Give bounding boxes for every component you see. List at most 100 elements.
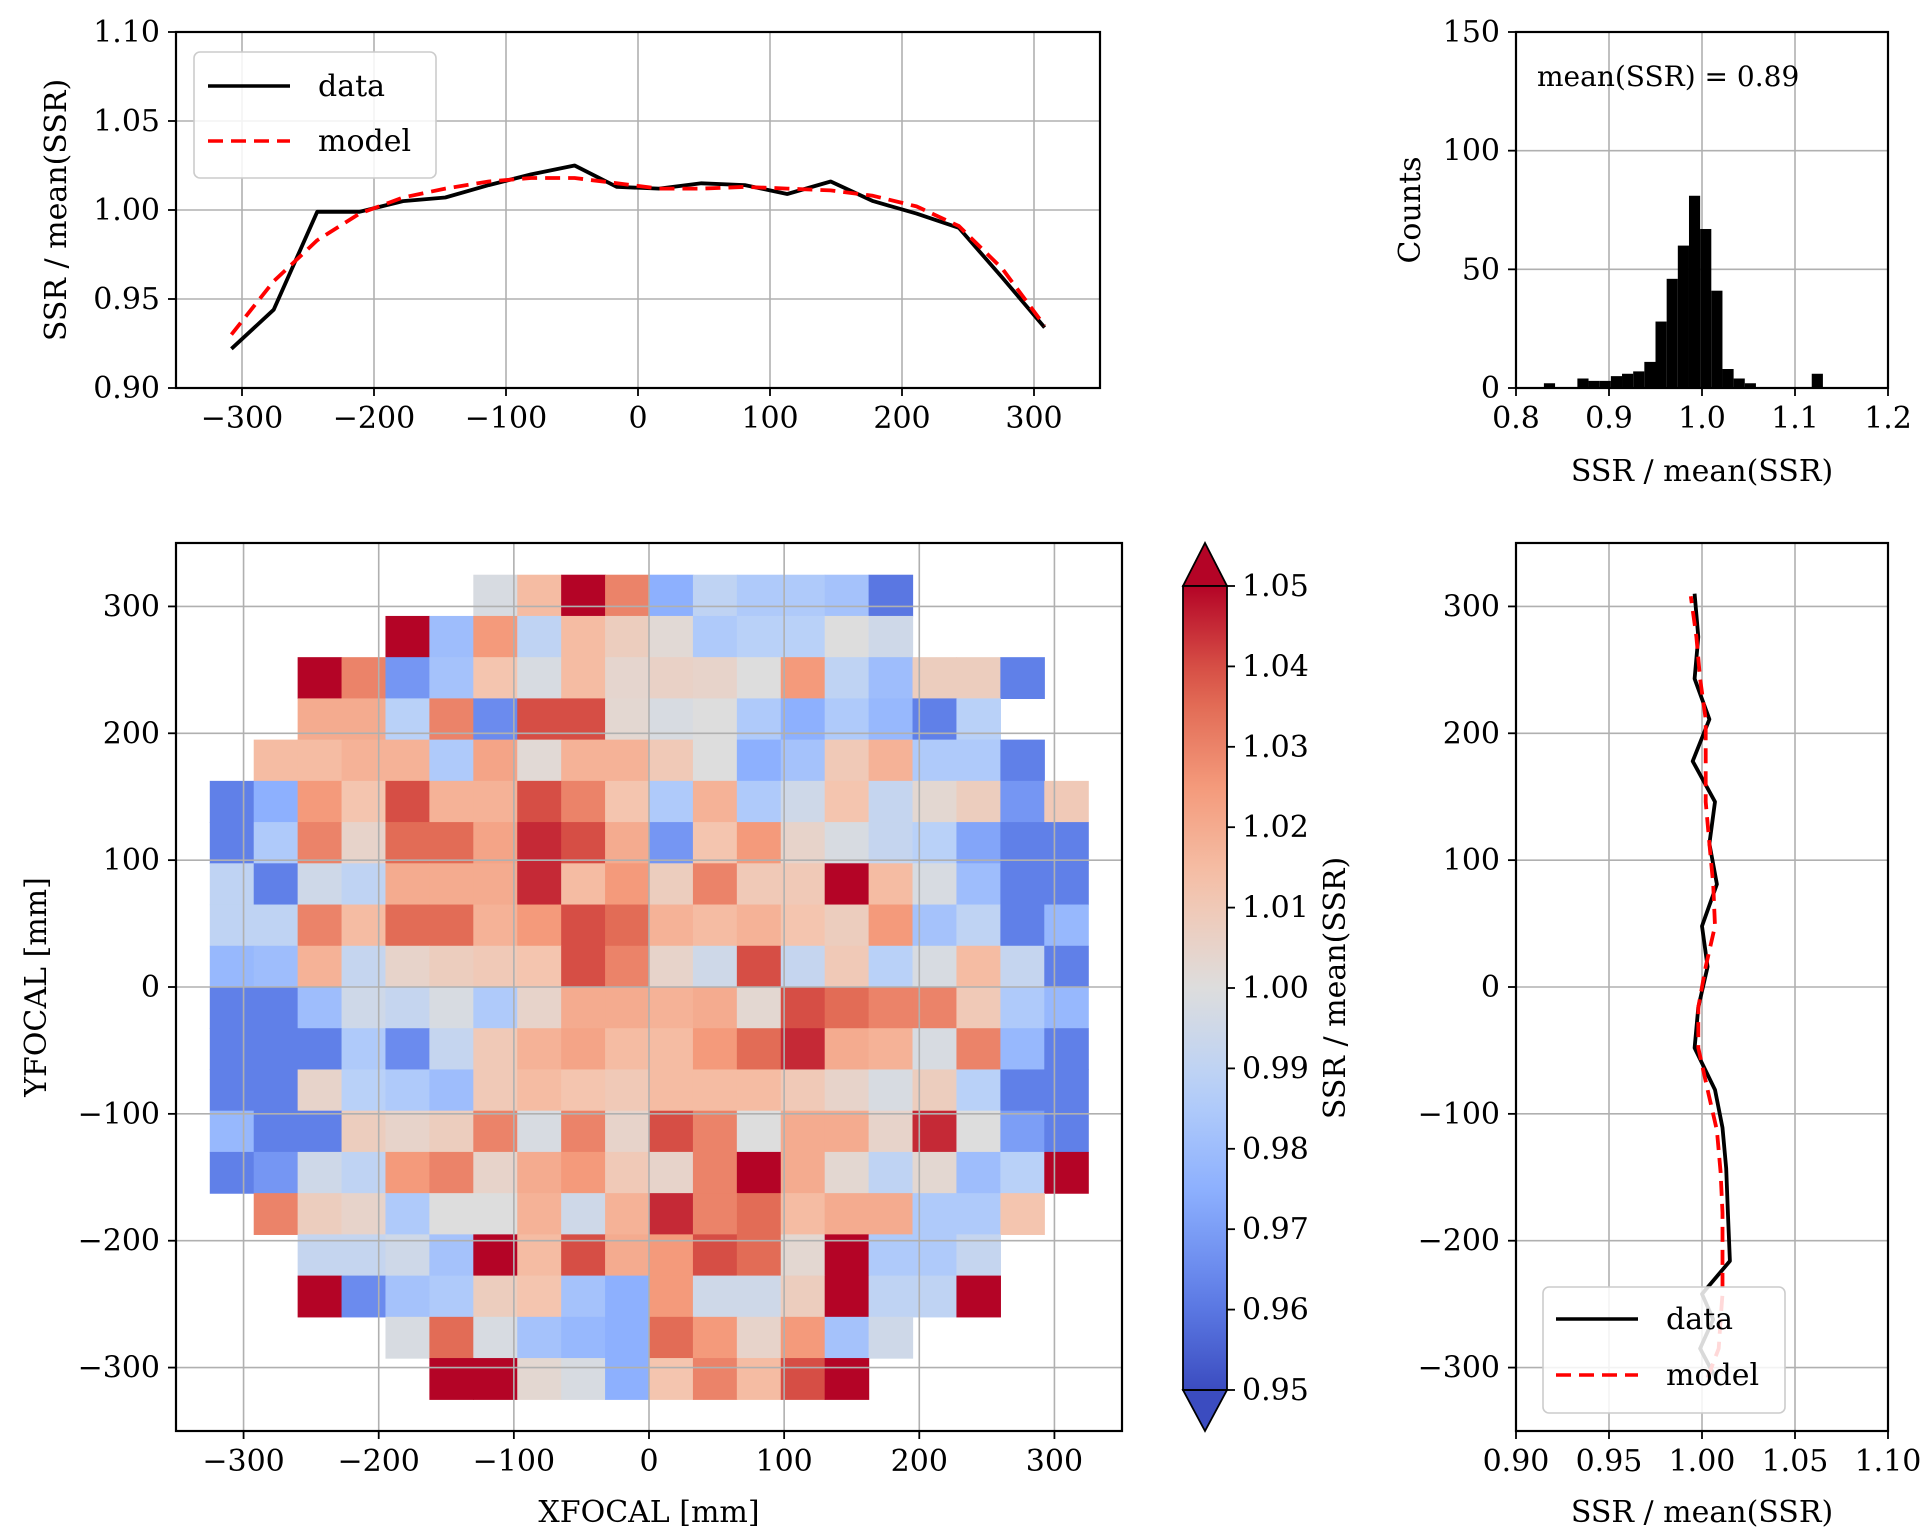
heatmap-cell <box>824 945 870 988</box>
heatmap-cell <box>824 739 870 782</box>
heatmap-cell <box>605 822 650 864</box>
heatmap-cell <box>517 657 562 699</box>
heatmap-cell <box>605 1275 650 1318</box>
heatmap-cell <box>868 1069 914 1112</box>
heatmap-cell <box>824 1316 870 1359</box>
heatmap-cell <box>429 1193 474 1235</box>
heatmap-cell <box>561 657 606 699</box>
heatmap-cell <box>649 1358 694 1400</box>
heatmap-cell <box>297 1110 343 1153</box>
heatmap-cell <box>868 945 914 988</box>
heatmap-cell <box>780 739 826 782</box>
x-tick-label: 100 <box>741 401 798 436</box>
heatmap-xlabel: XFOCAL [mm] <box>538 1495 759 1530</box>
heatmap-cell <box>649 904 694 947</box>
heatmap-cell <box>429 657 474 699</box>
heatmap-cell <box>649 863 694 906</box>
x-tick-label: 1.05 <box>1762 1444 1829 1479</box>
heatmap-cell <box>692 987 738 1029</box>
heatmap-cell <box>1044 863 1089 906</box>
heatmap-cell <box>517 945 562 988</box>
heatmap-cell <box>1044 1028 1089 1071</box>
heatmap-cell <box>649 1316 694 1359</box>
histogram-bar <box>1588 380 1600 388</box>
heatmap-cell <box>561 904 606 947</box>
heatmap-cell <box>429 780 474 823</box>
heatmap-cell <box>780 1358 826 1400</box>
histogram-annotation: mean(SSR) = 0.89 <box>1537 60 1799 93</box>
heatmap-cell <box>736 1316 782 1359</box>
heatmap-cell <box>561 822 606 864</box>
heatmap-cell <box>297 1193 343 1235</box>
heatmap-cell <box>780 1151 826 1194</box>
heatmap-cell <box>868 1275 914 1318</box>
heatmap-cell <box>868 1028 914 1071</box>
histogram-bar <box>1688 195 1701 388</box>
histogram-bar <box>1744 383 1756 388</box>
heatmap-cell <box>561 1193 606 1235</box>
heatmap-cell <box>692 822 738 864</box>
heatmap-cell <box>385 1193 430 1235</box>
heatmap-cell <box>868 780 914 823</box>
heatmap-cell <box>297 780 343 823</box>
heatmap-cell <box>1000 863 1045 906</box>
heatmap-cell <box>561 574 606 617</box>
heatmap-cell <box>649 1069 694 1112</box>
heatmap-cell <box>561 1275 606 1318</box>
heatmap-cell <box>1044 945 1089 988</box>
heatmap-cell <box>605 739 650 782</box>
y-tick-label: 0.90 <box>93 371 160 406</box>
heatmap-cell <box>517 615 562 658</box>
heatmap-cell <box>253 863 299 906</box>
heatmap-cell <box>517 1028 562 1071</box>
heatmap-cell <box>605 1069 650 1112</box>
heatmap-cell <box>517 574 562 617</box>
side-profile-chart: 0.90 0.95 1.00 1.05 1.10 −300 −200 −100 0 100 200… <box>1418 541 1921 1530</box>
heatmap-cell <box>1000 1193 1045 1235</box>
heatmap-cell <box>692 945 738 988</box>
heatmap-cell <box>736 1069 782 1112</box>
heatmap-cell <box>385 657 430 699</box>
heatmap-cell <box>429 822 474 864</box>
heatmap-cell <box>473 1110 518 1153</box>
heatmap-cell <box>649 1028 694 1071</box>
histogram-bar <box>1711 290 1723 388</box>
heatmap-cell <box>956 1028 1001 1071</box>
x-tick-label: 100 <box>756 1444 813 1479</box>
heatmap-cell <box>429 1028 474 1071</box>
heatmap-cell <box>429 863 474 906</box>
heatmap-cell <box>824 1028 870 1071</box>
heatmap-cell <box>209 1028 255 1071</box>
series-line-model <box>1688 596 1725 1379</box>
heatmap-cell <box>868 1193 914 1235</box>
heatmap-cell <box>1044 1151 1089 1194</box>
heatmap-cell <box>692 863 738 906</box>
heatmap-cell <box>692 1275 738 1318</box>
heatmap-cell <box>297 1151 343 1194</box>
heatmap-cell <box>956 1069 1001 1112</box>
heatmap-cell <box>868 615 914 658</box>
heatmap-cell <box>253 945 299 988</box>
heatmap-cell <box>209 1151 255 1194</box>
y-tick-label: 0.95 <box>93 282 160 317</box>
heatmap-cell <box>429 1358 474 1400</box>
heatmap-cell <box>517 1193 562 1235</box>
x-tick-label: 300 <box>1005 401 1062 436</box>
heatmap-cell <box>209 987 255 1029</box>
heatmap-cell <box>561 780 606 823</box>
heatmap-cell <box>253 780 299 823</box>
legend-data-label: data <box>318 69 385 104</box>
x-tick-label: −100 <box>473 1444 555 1479</box>
heatmap-cell <box>956 780 1001 823</box>
histogram-ylabel: Counts <box>1393 156 1428 263</box>
heatmap-cell <box>517 904 562 947</box>
heatmap-cell <box>868 822 914 864</box>
heatmap-cell <box>824 987 870 1029</box>
x-tick-label: −200 <box>333 401 415 436</box>
heatmap-cell <box>605 863 650 906</box>
y-tick-label: −200 <box>78 1224 160 1259</box>
heatmap-cell <box>253 1069 299 1112</box>
histogram-bar <box>1599 380 1611 388</box>
heatmap-cell <box>868 1110 914 1153</box>
heatmap-cell <box>473 657 518 699</box>
